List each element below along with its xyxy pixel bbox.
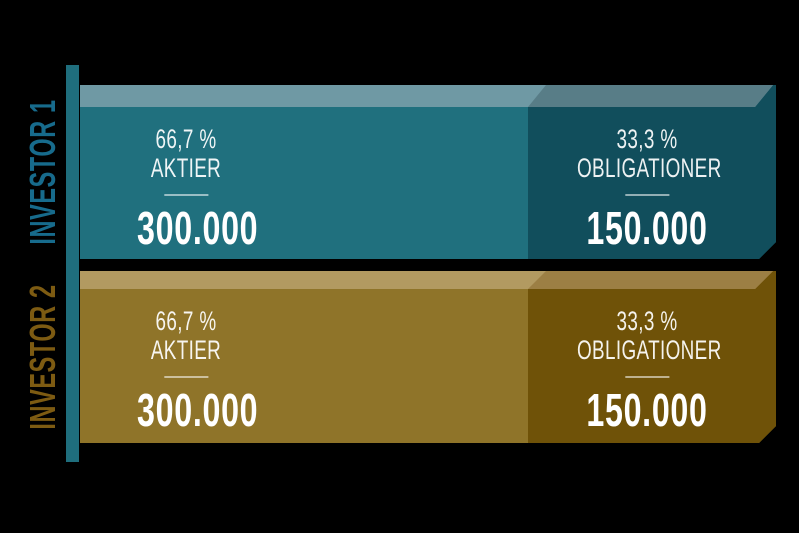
- investor-1-obligationer-text: 33,3 % OBLIGATIONER 150.000: [577, 107, 717, 251]
- divider-line: [625, 376, 669, 378]
- investor-2-obligationer-text: 33,3 % OBLIGATIONER 150.000: [577, 289, 717, 433]
- category-label: OBLIGATIONER: [577, 153, 722, 183]
- percent-label: 33,3 %: [616, 124, 678, 154]
- divider-line: [164, 194, 208, 196]
- category-label: AKTIER: [150, 335, 222, 365]
- percent-label: 66,7 %: [155, 124, 217, 154]
- investor-2-bar: 66,7 % AKTIER 300.000 33,3 % OBLIGATIONE…: [80, 271, 776, 443]
- divider-line: [164, 376, 208, 378]
- investor-2-obligationer-segment: [528, 271, 776, 443]
- percent-label: 33,3 %: [616, 306, 678, 336]
- divider-line: [625, 194, 669, 196]
- investor-2-bar-top-bevel-right: [80, 271, 773, 289]
- percent-label: 66,7 %: [155, 306, 217, 336]
- amount-label: 150.000: [586, 202, 708, 254]
- amount-label: 150.000: [586, 384, 708, 436]
- investor-1-bar-top-bevel-right: [80, 85, 773, 107]
- investor-1-aktier-segment: 66,7 % AKTIER 300.000: [137, 107, 235, 251]
- category-label: OBLIGATIONER: [577, 335, 722, 365]
- investor-2-label: INVESTOR 2: [22, 284, 63, 430]
- amount-label: 300.000: [137, 202, 259, 254]
- investor-1-bar-top-bevel: [80, 85, 773, 107]
- investor-1-bar: 66,7 % AKTIER 300.000 33,3 % OBLIGATIONE…: [80, 85, 776, 259]
- investor-1-obligationer-segment: [528, 85, 776, 259]
- investor-2-bar-top-bevel: [80, 271, 773, 289]
- category-label: AKTIER: [150, 153, 222, 183]
- amount-label: 300.000: [137, 384, 259, 436]
- investor-1-label: INVESTOR 1: [22, 99, 63, 245]
- axis-line: [66, 65, 79, 462]
- investor-2-aktier-segment: 66,7 % AKTIER 300.000: [137, 289, 235, 433]
